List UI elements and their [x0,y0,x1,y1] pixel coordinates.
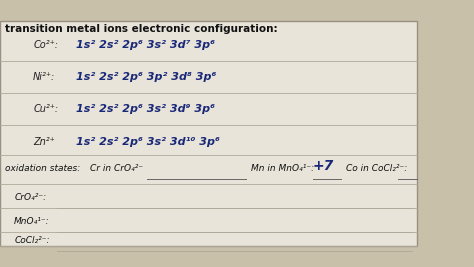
Text: 1s² 2s² 2p⁶ 3p² 3d⁸ 3p⁶: 1s² 2s² 2p⁶ 3p² 3d⁸ 3p⁶ [76,72,216,83]
Text: 1s² 2s² 2p⁶ 3s² 3d⁹ 3p⁶: 1s² 2s² 2p⁶ 3s² 3d⁹ 3p⁶ [76,104,215,115]
Text: oxidation states:: oxidation states: [5,164,80,173]
Text: Cu²⁺:: Cu²⁺: [33,104,58,115]
FancyBboxPatch shape [0,21,417,246]
Text: Co in CoCl₂²⁻:: Co in CoCl₂²⁻: [346,164,407,173]
Text: Co²⁺:: Co²⁺: [33,40,58,50]
Text: +7: +7 [313,159,334,172]
Text: 1s² 2s² 2p⁶ 3s² 3d¹⁰ 3p⁶: 1s² 2s² 2p⁶ 3s² 3d¹⁰ 3p⁶ [76,136,220,147]
Text: Cr in CrO₄²⁻: Cr in CrO₄²⁻ [90,164,143,173]
Text: Ni²⁺:: Ni²⁺: [33,72,55,83]
Text: Zn²⁺: Zn²⁺ [33,136,55,147]
Text: CoCl₂²⁻:: CoCl₂²⁻: [14,236,50,245]
Text: CrO₄²⁻:: CrO₄²⁻: [14,193,46,202]
Text: MnO₄¹⁻:: MnO₄¹⁻: [14,217,50,226]
Text: 1s² 2s² 2p⁶ 3s² 3d⁷ 3p⁶: 1s² 2s² 2p⁶ 3s² 3d⁷ 3p⁶ [76,40,215,50]
Text: Mn in MnO₄¹⁻:: Mn in MnO₄¹⁻: [251,164,314,173]
Text: transition metal ions electronic configuration:: transition metal ions electronic configu… [5,24,277,34]
